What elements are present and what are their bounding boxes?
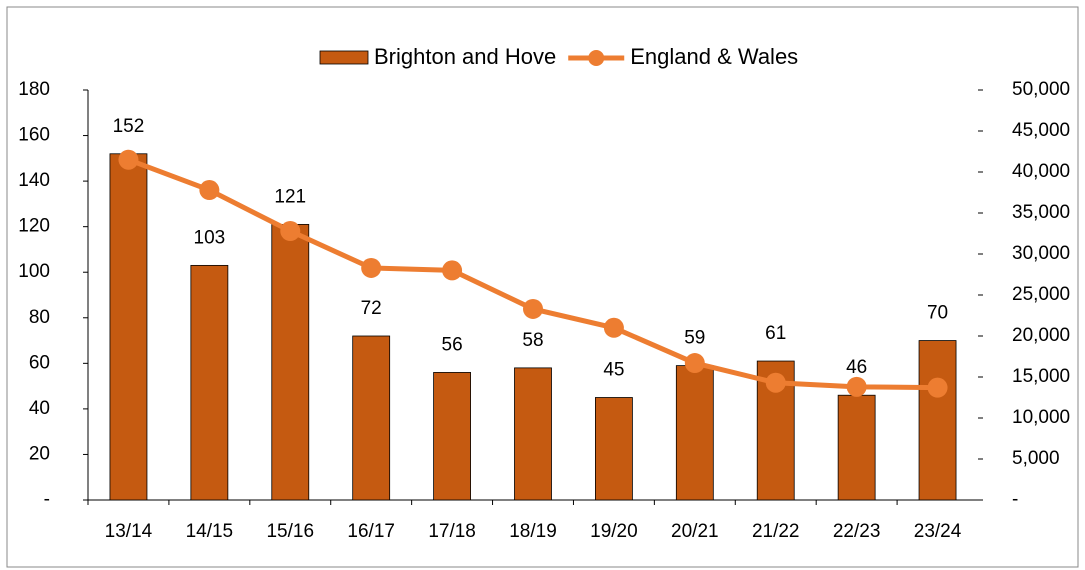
y-tick-label: 180	[18, 79, 50, 100]
y-tick-label: 160	[18, 125, 50, 146]
y2-tick-label: 5,000	[1012, 448, 1060, 469]
y2-tick-label: 25,000	[1012, 284, 1070, 305]
y-tick-label: 80	[29, 307, 50, 328]
data-label: 61	[765, 323, 786, 344]
data-label: 72	[361, 298, 382, 319]
line-marker	[442, 260, 463, 281]
data-label: 121	[274, 186, 306, 207]
line-marker	[199, 180, 220, 201]
data-label: 70	[927, 303, 948, 324]
x-tick-label: 21/22	[752, 521, 800, 542]
x-tick-label: 22/23	[833, 521, 881, 542]
line-marker	[523, 298, 543, 319]
y-tick-label: 120	[18, 216, 50, 237]
data-label: 56	[442, 334, 463, 355]
y2-tick-label: 15,000	[1012, 366, 1070, 387]
data-label: 59	[684, 328, 705, 349]
x-tick-label: 17/18	[428, 521, 476, 542]
x-tick-label: 14/15	[186, 521, 234, 542]
bar	[109, 153, 148, 501]
data-label: 152	[113, 116, 145, 137]
x-tick-label: 16/17	[347, 521, 395, 542]
line-marker	[927, 377, 948, 398]
x-tick-label: 19/20	[590, 521, 638, 542]
x-tick-label: 20/21	[671, 521, 719, 542]
bar	[433, 372, 471, 501]
line-marker	[603, 317, 624, 338]
y2-tick-label: 10,000	[1012, 407, 1070, 428]
y2-tick-label: 45,000	[1012, 120, 1070, 141]
data-label: 45	[603, 360, 624, 381]
line-marker	[846, 376, 867, 397]
x-tick-label: 15/16	[266, 521, 314, 542]
y-tick-label: 40	[29, 398, 50, 419]
bar	[675, 365, 714, 501]
x-tick-label: 18/19	[509, 521, 557, 542]
y-tick-label: 100	[18, 261, 50, 282]
x-tick-label: 13/14	[105, 521, 153, 542]
bar	[190, 264, 229, 501]
bar	[514, 367, 552, 501]
y-tick-label: 60	[29, 352, 50, 373]
legend-label: England & Wales	[630, 44, 798, 69]
y-tick-label: 20	[29, 443, 50, 464]
legend-marker	[588, 50, 605, 66]
x-tick-label: 23/24	[914, 521, 962, 542]
bar	[837, 394, 876, 501]
bar	[271, 223, 310, 501]
y2-tick-label: 40,000	[1012, 161, 1070, 182]
bar	[595, 397, 633, 501]
line-marker	[684, 353, 705, 374]
bar	[352, 335, 391, 501]
y2-tick-label: 20,000	[1012, 325, 1070, 346]
line-marker	[765, 372, 786, 393]
data-label: 46	[846, 357, 867, 378]
y-tick-label: 140	[18, 170, 50, 191]
y2-tick-label: 50,000	[1012, 79, 1070, 100]
y2-tick-label: 30,000	[1012, 243, 1070, 264]
legend-label: Brighton and Hove	[374, 44, 556, 69]
bar	[918, 340, 957, 501]
y-tick-label: -	[44, 489, 50, 510]
data-label: 58	[522, 330, 543, 351]
data-label: 103	[194, 227, 226, 248]
line-marker	[361, 257, 382, 278]
y2-tick-label: -	[1012, 489, 1018, 510]
line-marker	[280, 221, 301, 242]
y2-tick-label: 35,000	[1012, 202, 1070, 223]
legend-swatch	[319, 50, 369, 65]
line-marker	[118, 149, 139, 170]
